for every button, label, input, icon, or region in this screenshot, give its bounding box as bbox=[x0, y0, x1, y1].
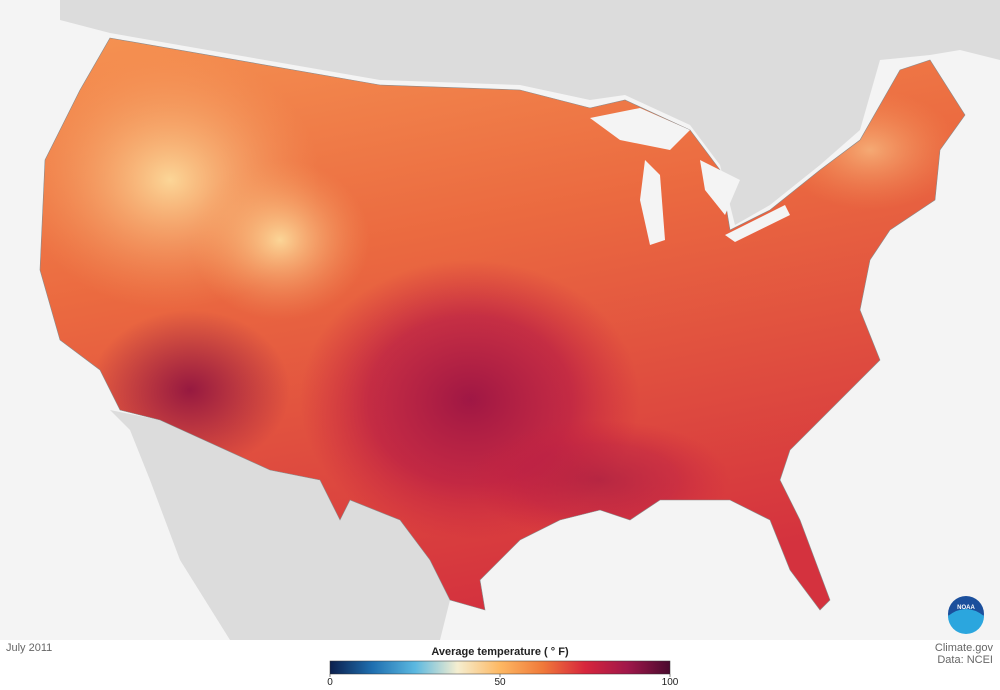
colorbar-tick-label: 100 bbox=[662, 677, 679, 688]
lake-huron bbox=[700, 160, 740, 215]
date: July 2011 bbox=[6, 642, 52, 654]
canada bbox=[60, 0, 1000, 225]
lake-erie bbox=[725, 205, 790, 242]
logo-text: NOAA bbox=[957, 605, 975, 611]
colorbar bbox=[329, 660, 671, 675]
mexico bbox=[110, 410, 450, 640]
lake-michigan bbox=[640, 160, 665, 245]
noaa-logo: NOAA bbox=[948, 596, 984, 634]
colorbar-tick-label: 0 bbox=[327, 677, 333, 688]
legend-title: Average temperature ( ° F) bbox=[431, 646, 569, 658]
colorbar-tick-label: 50 bbox=[494, 677, 506, 688]
lake-superior bbox=[590, 108, 690, 150]
credit: Data: NCEI bbox=[937, 654, 993, 666]
credit: Climate.gov bbox=[935, 642, 994, 654]
